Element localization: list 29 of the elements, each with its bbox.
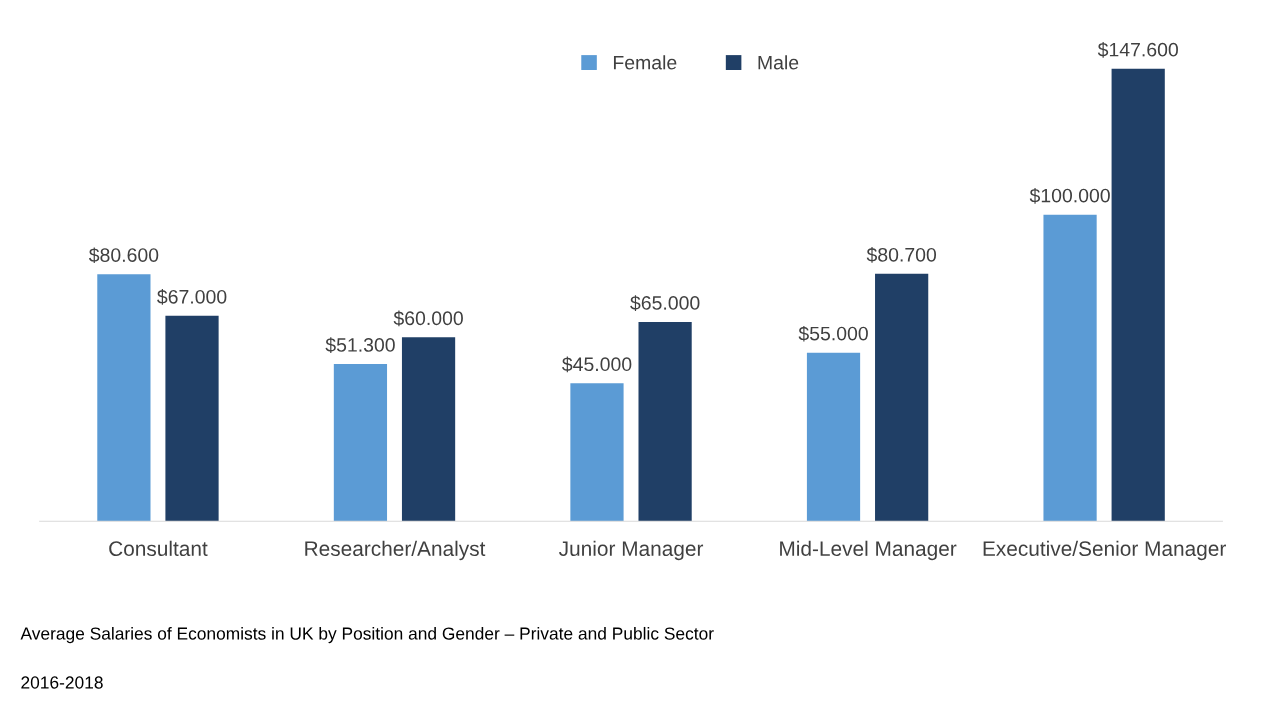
data-label: $55.000 xyxy=(798,325,868,342)
bar xyxy=(570,383,624,522)
data-label: $65.000 xyxy=(630,295,700,311)
bar xyxy=(806,352,861,522)
data-label: $60.000 xyxy=(393,310,463,327)
bar xyxy=(875,273,929,522)
data-label: $45.000 xyxy=(562,356,632,373)
x-tick-label: Junior Manager xyxy=(558,540,704,561)
bar xyxy=(1111,68,1165,522)
bar xyxy=(1043,214,1097,522)
x-tick-label: Mid-Level Manager xyxy=(780,540,957,561)
text: 2016-2018 xyxy=(21,676,103,689)
data-label: $80.600 xyxy=(88,247,159,264)
x-tick-label: Researcher/Analyst xyxy=(305,540,486,561)
bar xyxy=(97,274,151,522)
bar xyxy=(401,337,456,522)
x-tick-label: Consultant xyxy=(109,540,208,557)
bar xyxy=(638,321,692,522)
data-label: $67.000 xyxy=(157,289,227,305)
data-label: $51.300 xyxy=(325,337,395,353)
legend-label: Female xyxy=(613,55,677,70)
text: Average Salaries of Economists in UK by Position and Gender – Private and Public Sector xyxy=(20,626,714,644)
bar xyxy=(333,363,388,522)
legend-label: Male xyxy=(758,55,799,70)
bar xyxy=(165,315,219,522)
data-label: $100.000 xyxy=(1029,187,1110,204)
data-label: $147.600 xyxy=(1097,41,1178,58)
x-tick-label: Executive/Senior Manager xyxy=(983,540,1226,561)
data-label: $80.700 xyxy=(866,247,937,263)
